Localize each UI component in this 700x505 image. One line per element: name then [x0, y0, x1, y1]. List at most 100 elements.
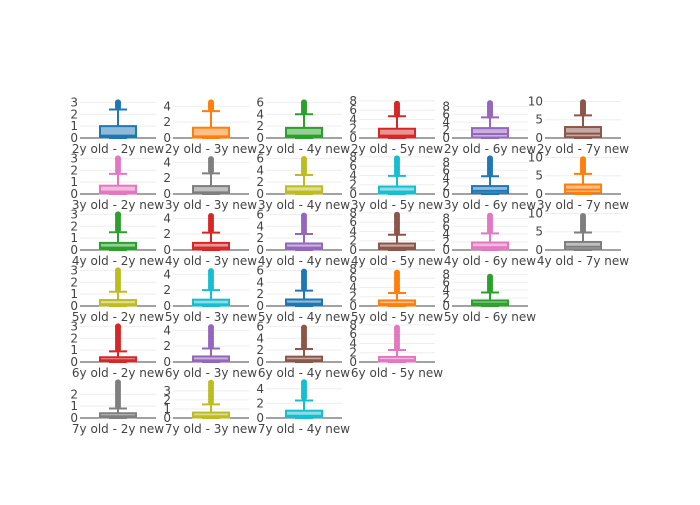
outlier-point: [301, 212, 307, 219]
y-tick-label: 8: [442, 267, 450, 281]
y-tick-label: 1: [70, 231, 78, 245]
y-tick-label: 3: [70, 207, 78, 221]
outlier-point: [208, 99, 214, 106]
y-tick-label: 2: [70, 163, 78, 177]
y-tick-label: 8: [349, 94, 357, 108]
box-body: [285, 242, 323, 251]
y-tick-label: 1: [70, 399, 78, 413]
y-tick-label: 10: [528, 206, 543, 220]
y-tick-label: 0: [256, 243, 264, 257]
outlier-point: [394, 100, 400, 107]
y-tick-label: 6: [256, 95, 264, 109]
subplot-label: 3y old - 7y new: [537, 198, 629, 212]
y-tick-label: 1: [70, 175, 78, 189]
subplot-label: 3y old - 3y new: [165, 198, 257, 212]
y-tick-label: 0: [256, 411, 264, 425]
y-tick-label: 0: [163, 355, 171, 369]
y-tick-label: 6: [442, 219, 450, 233]
y-tick-label: 1: [70, 119, 78, 133]
outlier-point: [115, 379, 121, 386]
y-tick-label: 0: [349, 131, 357, 145]
y-tick-label: 0: [256, 131, 264, 145]
outlier-point: [580, 99, 586, 106]
subplot-2-5: 0 5 10 4y old - 7y new: [528, 206, 630, 268]
y-tick-label: 2: [349, 290, 357, 304]
box-body: [192, 355, 230, 363]
outlier-point: [487, 273, 493, 280]
y-tick-label: 0: [442, 299, 450, 313]
box-body: [285, 355, 323, 363]
y-tick-label: 2: [256, 119, 264, 133]
y-tick-label: 6: [442, 107, 450, 121]
y-tick-label: 0: [349, 243, 357, 257]
y-tick-label: 0: [163, 411, 171, 425]
outlier-point: [301, 379, 307, 386]
y-tick-label: 4: [163, 155, 171, 169]
y-tick-label: 6: [442, 163, 450, 177]
y-tick-label: 3: [70, 151, 78, 165]
y-tick-label: 6: [349, 327, 357, 341]
outlier-point: [208, 324, 214, 331]
box-body: [471, 241, 509, 251]
subplot-3-1: 0 2 4 5y old - 3y new: [163, 267, 257, 324]
y-tick-label: 8: [349, 262, 357, 276]
y-tick-label: 0: [349, 355, 357, 369]
y-tick-label: 0: [349, 187, 357, 201]
y-tick-label: 6: [256, 263, 264, 277]
outlier-point: [208, 156, 214, 163]
subplot-label: 3y old - 5y new: [351, 198, 443, 212]
y-tick-label: 4: [256, 107, 264, 121]
y-tick-label: 4: [349, 280, 357, 294]
y-tick-label: 2: [349, 234, 357, 248]
outlier-point: [394, 269, 400, 276]
subplot-0-1: 0 2 4 2y old - 3y new: [163, 99, 257, 156]
y-tick-label: 2: [349, 178, 357, 192]
y-tick-label: 2: [163, 339, 171, 353]
y-tick-label: 0: [70, 187, 78, 201]
y-tick-label: 2: [70, 275, 78, 289]
outlier-point: [394, 155, 400, 162]
subplot-label: 2y old - 5y new: [351, 142, 443, 156]
outlier-point: [301, 99, 307, 106]
y-tick-label: 2: [349, 346, 357, 360]
y-tick-label: 4: [256, 275, 264, 289]
y-tick-label: 4: [349, 168, 357, 182]
subplot-label: 3y old - 4y new: [258, 198, 350, 212]
box-body: [192, 411, 230, 419]
outlier-point: [115, 211, 121, 218]
y-tick-label: 6: [256, 319, 264, 333]
box-body: [192, 298, 230, 307]
y-tick-label: 4: [349, 112, 357, 126]
y-tick-label: 2: [349, 122, 357, 136]
outlier-point: [394, 211, 400, 218]
outlier-point: [301, 324, 307, 331]
y-tick-label: 4: [163, 267, 171, 281]
subplot-label: 4y old - 7y new: [537, 254, 629, 268]
outlier-point: [487, 212, 493, 219]
y-tick-label: 4: [256, 219, 264, 233]
y-tick-label: 2: [70, 387, 78, 401]
y-tick-label: 4: [442, 283, 450, 297]
y-tick-label: 4: [349, 336, 357, 350]
box-body: [378, 185, 416, 195]
y-tick-label: 6: [349, 159, 357, 173]
y-tick-label: 4: [442, 227, 450, 241]
y-tick-label: 2: [70, 219, 78, 233]
subplot-label: 2y old - 4y new: [258, 142, 350, 156]
subplot-label: 5y old - 3y new: [165, 310, 257, 324]
y-tick-label: 2: [163, 393, 171, 407]
y-tick-label: 8: [349, 318, 357, 332]
box-body: [285, 409, 323, 419]
y-tick-label: 2: [442, 291, 450, 305]
subplot-label: 6y old - 5y new: [351, 366, 443, 380]
